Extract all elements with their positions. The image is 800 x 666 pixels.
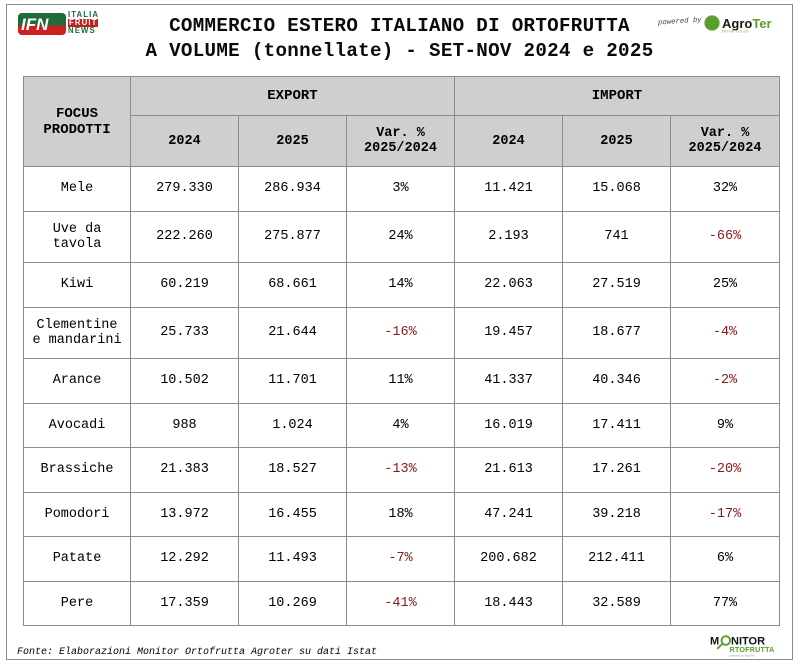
svg-text:IFN: IFN: [21, 15, 49, 34]
svg-text:M: M: [710, 636, 719, 648]
svg-text:powered by AgroTer: powered by AgroTer: [730, 654, 755, 658]
svg-text:think fresh: think fresh: [722, 29, 749, 34]
